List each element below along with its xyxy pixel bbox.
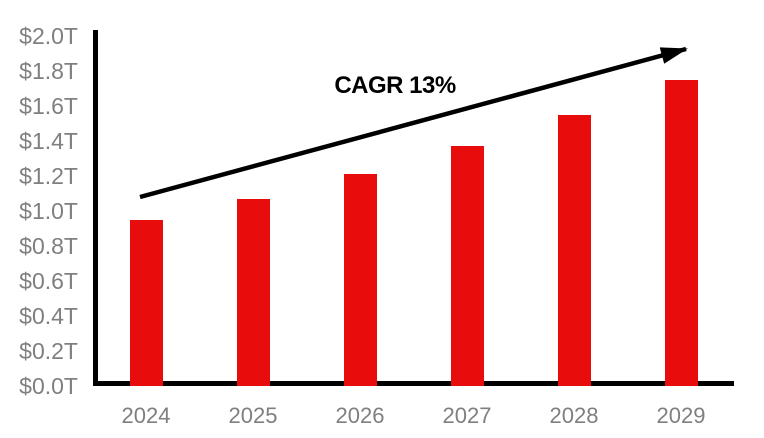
x-tick-label-2027: 2027 — [442, 403, 492, 428]
y-tick-label: $1.8T — [19, 58, 78, 84]
y-tick-label: $2.0T — [19, 23, 78, 49]
bar-2028 — [557, 114, 591, 386]
cagr-annotation: CAGR 13% — [334, 72, 456, 99]
y-tick-label: $1.6T — [19, 93, 78, 119]
bar-2025 — [236, 198, 270, 386]
bar-2027 — [450, 146, 484, 386]
y-tick-label: $0.6T — [19, 268, 78, 294]
y-tick-label: $0.8T — [19, 233, 78, 259]
y-tick-label: $0.0T — [19, 373, 78, 399]
x-tick-label-2024: 2024 — [121, 403, 171, 428]
axis-lines — [93, 30, 734, 386]
y-tick-label: $1.2T — [19, 163, 78, 189]
y-tick-label: $1.4T — [19, 128, 78, 154]
x-tick-label-2029: 2029 — [656, 403, 706, 428]
x-tick-label-2026: 2026 — [335, 403, 385, 428]
y-tick-label: $0.2T — [19, 338, 78, 364]
bar-2026 — [343, 174, 377, 386]
x-tick-label-2025: 2025 — [228, 403, 278, 428]
y-tick-label: $0.4T — [19, 303, 78, 329]
bar-2029 — [664, 79, 698, 386]
x-tick-label-2028: 2028 — [549, 403, 599, 428]
y-tick-label: $1.0T — [19, 198, 78, 224]
bar-2024 — [129, 219, 163, 386]
